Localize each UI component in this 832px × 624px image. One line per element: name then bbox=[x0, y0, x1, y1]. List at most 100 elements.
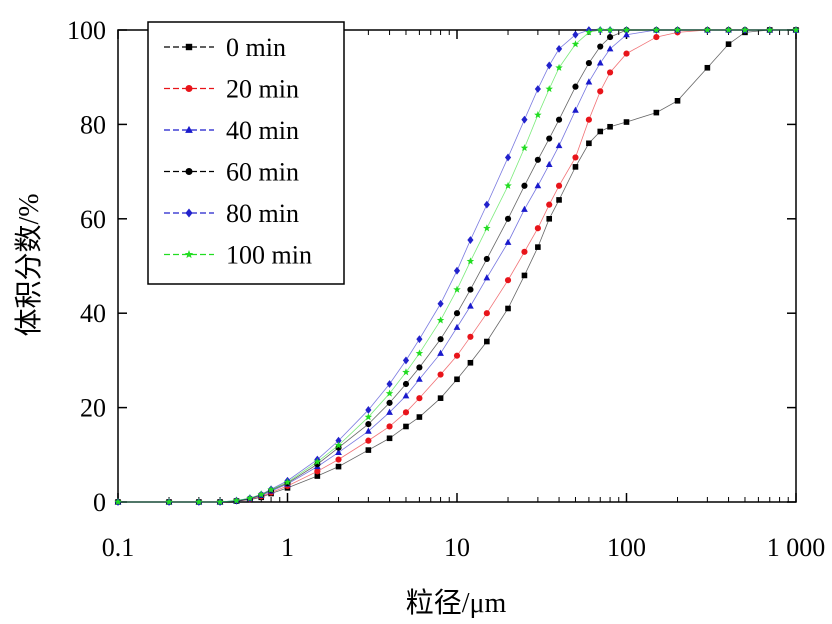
data-point bbox=[741, 26, 749, 34]
data-point bbox=[597, 43, 604, 50]
x-axis-title: 粒径/μm bbox=[406, 587, 507, 619]
data-point bbox=[545, 160, 553, 168]
data-point bbox=[534, 182, 542, 189]
data-point bbox=[386, 423, 393, 430]
data-point bbox=[335, 463, 342, 470]
x-tick-label: 1 000 bbox=[767, 533, 826, 562]
data-point bbox=[555, 182, 563, 189]
legend-label: 40 min bbox=[226, 116, 299, 145]
data-point bbox=[437, 299, 444, 308]
data-point bbox=[597, 128, 604, 135]
data-point bbox=[607, 123, 613, 130]
data-point bbox=[504, 238, 512, 245]
legend-marker bbox=[185, 84, 193, 93]
data-point bbox=[572, 106, 579, 113]
legend-label: 20 min bbox=[226, 75, 299, 104]
x-tick-label: 0.1 bbox=[102, 533, 135, 562]
data-point bbox=[483, 200, 490, 209]
data-point bbox=[403, 423, 409, 430]
legend-marker bbox=[185, 167, 193, 176]
legend-marker bbox=[184, 250, 194, 259]
legend-label: 100 min bbox=[226, 241, 312, 270]
y-tick-label: 0 bbox=[93, 488, 106, 517]
data-point bbox=[652, 26, 661, 34]
data-point bbox=[534, 156, 541, 163]
data-point bbox=[586, 140, 592, 147]
legend-marker bbox=[185, 208, 193, 218]
data-point bbox=[386, 380, 393, 388]
data-point bbox=[504, 153, 512, 162]
data-point bbox=[232, 496, 241, 504]
data-point bbox=[267, 485, 275, 493]
data-point bbox=[585, 116, 592, 123]
data-point bbox=[622, 26, 631, 34]
data-point bbox=[535, 244, 541, 250]
data-point bbox=[545, 85, 553, 93]
data-point bbox=[556, 197, 562, 203]
data-point bbox=[546, 201, 553, 208]
data-point bbox=[416, 364, 423, 371]
data-point bbox=[520, 144, 529, 152]
data-point bbox=[415, 349, 424, 357]
data-point bbox=[555, 142, 563, 149]
data-point bbox=[216, 498, 224, 506]
legend-marker bbox=[185, 43, 193, 51]
data-point bbox=[534, 111, 542, 119]
legend-marker bbox=[185, 125, 193, 133]
data-point bbox=[314, 468, 321, 475]
data-point bbox=[314, 473, 321, 479]
legend-box bbox=[147, 21, 345, 285]
legend-label: 0 min bbox=[226, 33, 286, 62]
data-point bbox=[335, 436, 342, 445]
data-point bbox=[386, 399, 393, 406]
data-point bbox=[416, 395, 423, 402]
data-point bbox=[385, 389, 394, 397]
data-point bbox=[521, 205, 528, 212]
data-point bbox=[585, 59, 592, 67]
y-axis-title: 体积分数/% bbox=[13, 193, 45, 336]
legend-label: 80 min bbox=[226, 199, 299, 228]
data-point bbox=[606, 45, 614, 52]
data-point bbox=[437, 395, 444, 401]
data-point bbox=[653, 109, 660, 116]
data-point bbox=[335, 448, 342, 455]
x-tick-label: 10 bbox=[444, 533, 470, 562]
data-point bbox=[402, 392, 410, 399]
y-tick-label: 20 bbox=[80, 394, 106, 423]
data-point bbox=[724, 26, 733, 34]
data-point bbox=[402, 356, 410, 365]
data-point bbox=[546, 216, 553, 222]
data-point bbox=[195, 498, 203, 506]
data-point bbox=[114, 498, 122, 506]
data-point bbox=[555, 63, 563, 71]
data-point bbox=[521, 182, 528, 189]
data-point bbox=[704, 64, 711, 71]
data-point bbox=[521, 272, 528, 279]
data-point bbox=[673, 26, 682, 34]
data-point bbox=[365, 427, 372, 434]
data-point bbox=[467, 236, 474, 244]
data-point bbox=[365, 437, 372, 444]
data-point bbox=[504, 277, 512, 284]
data-point bbox=[483, 310, 490, 317]
data-point bbox=[521, 248, 528, 255]
series-layer bbox=[114, 26, 800, 506]
data-point bbox=[521, 115, 528, 124]
data-point bbox=[257, 490, 265, 498]
data-point bbox=[467, 359, 474, 366]
legend-label: 60 min bbox=[226, 158, 299, 187]
data-point bbox=[402, 368, 410, 376]
series-line bbox=[118, 29, 796, 503]
data-point bbox=[484, 338, 490, 345]
data-point bbox=[334, 441, 343, 449]
data-point bbox=[534, 225, 541, 232]
legend: 0 min 20 min 40 min 60 min 80 min 100 min bbox=[147, 21, 345, 285]
data-point bbox=[453, 266, 461, 275]
data-point bbox=[246, 494, 254, 502]
data-point bbox=[674, 98, 681, 104]
data-point bbox=[534, 85, 541, 93]
data-point bbox=[437, 371, 444, 378]
data-point bbox=[572, 164, 579, 170]
data-point bbox=[335, 456, 342, 463]
